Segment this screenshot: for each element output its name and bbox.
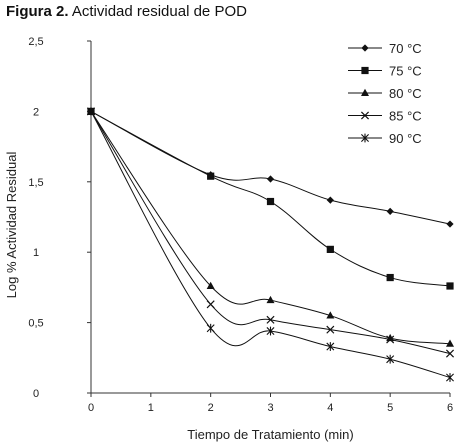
marker-stroke [445, 349, 455, 358]
series-line-80c [90, 111, 451, 345]
legend-label: 90 °C [389, 131, 422, 146]
y-tick-label: 1 [33, 247, 39, 259]
series-90c [87, 107, 454, 382]
marker-stroke [266, 315, 275, 324]
data-point-80c [266, 295, 275, 304]
x-tick-label: 2 [208, 402, 214, 414]
series-line-85c [90, 111, 451, 355]
chart-series [86, 107, 455, 382]
data-point-75c [326, 245, 334, 253]
legend-item-70c: 70 °C [348, 41, 422, 56]
legend-label: 85 °C [389, 109, 422, 124]
legend-marker [361, 88, 369, 96]
legend-item-75c: 75 °C [348, 64, 422, 79]
x-tick-label: 4 [327, 402, 333, 414]
data-point-80c [326, 311, 335, 319]
marker-stroke [326, 325, 335, 334]
data-point-90c [386, 354, 395, 364]
series-line-90c [90, 111, 451, 378]
x-tick-label: 6 [447, 402, 453, 414]
data-point-90c [326, 342, 335, 351]
y-tick-label: 0,5 [28, 318, 43, 330]
data-point-85c [326, 325, 335, 334]
y-axis-label: Log % Actividad Residual [4, 152, 19, 299]
data-point-70c [446, 220, 454, 228]
data-point-70c [326, 196, 334, 204]
data-point-80c [206, 281, 215, 289]
y-tick-label: 1,5 [28, 177, 43, 189]
data-point-75c [266, 197, 275, 206]
legend-marker [361, 44, 369, 52]
data-point-90c [266, 326, 275, 336]
data-point-85c [206, 300, 215, 309]
data-point-90c [446, 373, 454, 382]
y-tick-label: 2,5 [28, 36, 43, 48]
x-tick-label: 3 [267, 402, 273, 414]
legend-marker [360, 111, 370, 120]
data-point-80c [446, 339, 454, 347]
chart-legend: 70 °C 75 °C 80 °C 85 °C 90 °C [348, 41, 422, 146]
figure-caption: Actividad residual de POD [71, 3, 247, 20]
figure-label: Figura 2. [6, 3, 69, 20]
legend-item-90c: 90 °C [348, 131, 422, 146]
data-point-85c [266, 315, 275, 324]
legend-marker [361, 66, 369, 75]
data-point-70c [266, 175, 275, 183]
data-point-70c [386, 207, 394, 215]
legend-label: 80 °C [389, 86, 422, 101]
marker-stroke [386, 335, 395, 344]
x-tick-label: 1 [148, 402, 154, 414]
y-tick-label: 2 [33, 106, 39, 118]
data-point-90c [87, 107, 95, 116]
legend-item-80c: 80 °C [348, 86, 422, 101]
series-line-70c [90, 110, 451, 225]
data-point-90c [206, 323, 215, 333]
x-axis-label: Tiempo de Tratamiento (min) [187, 427, 353, 442]
series-70c [87, 107, 454, 228]
figure-title: Figura 2. Actividad residual de POD [6, 3, 247, 20]
marker-stroke [206, 300, 215, 309]
legend-label: 70 °C [389, 41, 422, 56]
data-point-85c [386, 335, 395, 344]
x-tick-label: 5 [387, 402, 393, 414]
legend-label: 75 °C [389, 64, 422, 79]
x-tick-label: 0 [88, 402, 94, 414]
data-point-75c [386, 273, 394, 282]
y-tick-label: 0 [33, 388, 39, 400]
data-point-75c [446, 282, 454, 290]
marker-stroke [360, 111, 370, 120]
data-point-85c [445, 349, 455, 358]
legend-item-85c: 85 °C [348, 109, 422, 124]
legend-marker [361, 133, 369, 143]
data-point-75c [207, 172, 215, 180]
